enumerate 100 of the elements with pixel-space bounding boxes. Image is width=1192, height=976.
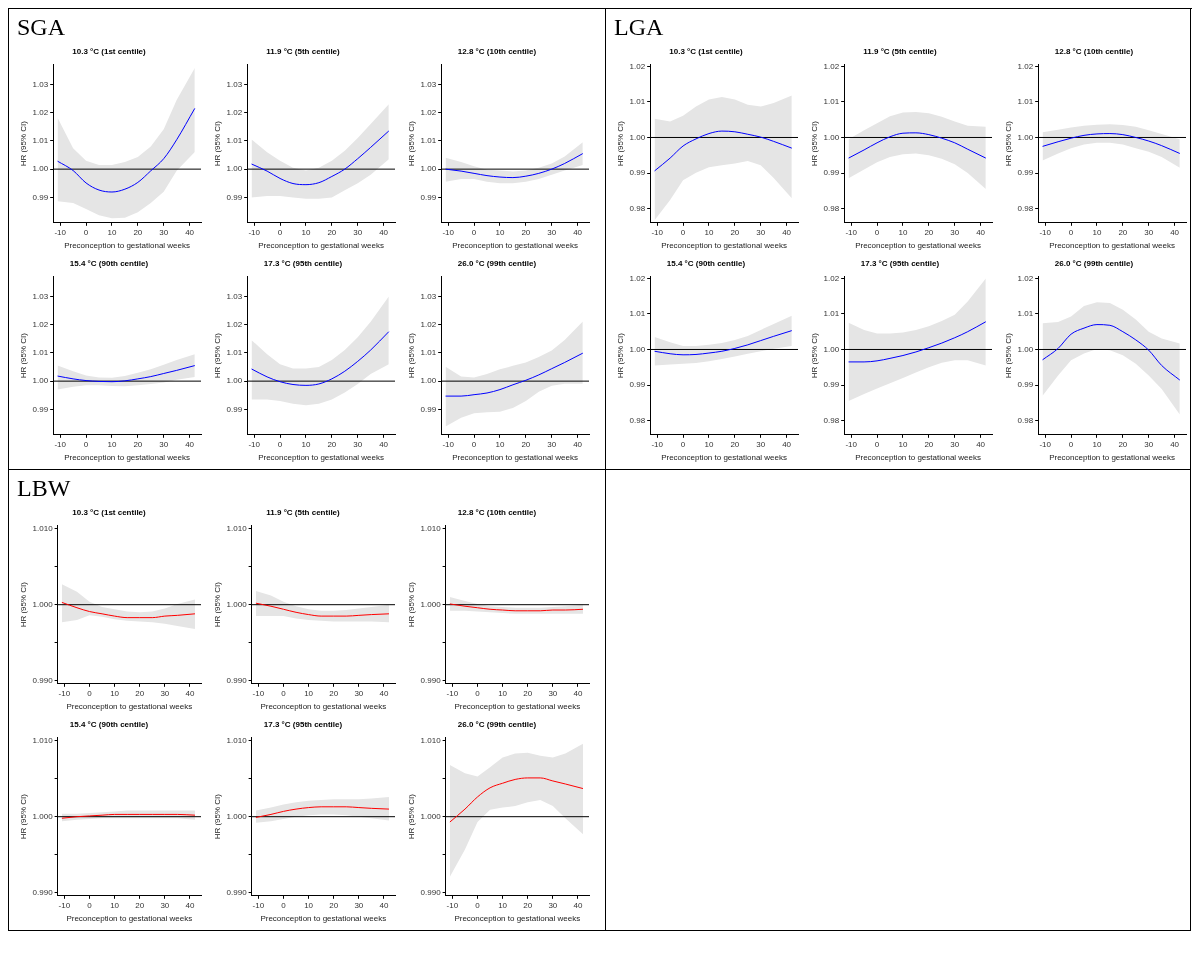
chart-title: 11.9 °C (5th centile) — [863, 47, 938, 56]
x-tick-label: 30 — [160, 688, 170, 698]
y-tick-label: 1.00 — [226, 164, 243, 174]
y-tick-label: 1.01 — [629, 309, 646, 319]
y-tick-label: 1.000 — [420, 599, 442, 609]
x-tick-label: -10 — [58, 688, 71, 698]
y-tick-label: 0.99 — [629, 168, 646, 178]
chart-title: 26.0 °C (99th centile) — [457, 259, 537, 268]
y-tick-label: 1.010 — [32, 735, 54, 745]
x-tick-label: 30 — [548, 688, 558, 698]
x-tick-label: 30 — [354, 688, 364, 698]
x-tick-label: -10 — [252, 900, 265, 910]
y-tick-label: 1.01 — [1017, 309, 1034, 319]
y-axis-title: HR (95% CI) — [213, 332, 222, 379]
y-tick-label: 0.99 — [1017, 168, 1034, 178]
x-tick-label: 30 — [547, 439, 557, 449]
x-tick-label: 40 — [379, 227, 389, 237]
y-tick-label: 1.01 — [32, 348, 49, 358]
y-tick-label: 1.01 — [420, 348, 437, 358]
x-tick-label: -10 — [446, 900, 459, 910]
x-axis-title: Preconception to gestational weeks — [454, 914, 581, 924]
chart-title: 17.3 °C (95th centile) — [263, 259, 343, 268]
chart-title: 26.0 °C (99th centile) — [1054, 259, 1134, 268]
y-tick-label: 0.98 — [629, 415, 646, 425]
x-tick-label: 20 — [521, 227, 531, 237]
x-tick-label: 40 — [976, 227, 986, 237]
y-tick-label: 1.02 — [226, 107, 243, 117]
x-axis-title: Preconception to gestational weeks — [452, 241, 579, 251]
x-tick-label: 0 — [471, 227, 477, 237]
y-axis-title: HR (95% CI) — [1004, 332, 1013, 379]
y-tick-label: 0.98 — [629, 203, 646, 213]
chart-title: 11.9 °C (5th centile) — [266, 47, 341, 56]
x-tick-label: 0 — [475, 688, 481, 698]
x-tick-label: 10 — [898, 439, 908, 449]
y-tick-label: 0.99 — [32, 192, 49, 202]
x-tick-label: 10 — [498, 900, 508, 910]
y-tick-label: 1.000 — [226, 811, 248, 821]
x-axis-title: Preconception to gestational weeks — [1049, 241, 1176, 251]
y-tick-label: 1.010 — [420, 523, 442, 533]
y-tick-label: 1.01 — [226, 348, 243, 358]
x-axis-title: Preconception to gestational weeks — [855, 241, 982, 251]
x-tick-label: 0 — [475, 900, 481, 910]
x-axis-title: Preconception to gestational weeks — [64, 241, 191, 251]
y-tick-label: 0.99 — [1017, 380, 1034, 390]
x-tick-label: 40 — [379, 688, 389, 698]
text: LGA — [614, 13, 665, 41]
text: SGA — [17, 13, 66, 41]
chart-title: 11.9 °C (5th centile) — [266, 508, 341, 517]
y-tick-label: 1.01 — [629, 97, 646, 107]
y-tick-label: 1.02 — [32, 107, 49, 117]
x-tick-label: 20 — [730, 227, 740, 237]
x-axis-title: Preconception to gestational weeks — [64, 453, 191, 463]
x-tick-label: 30 — [353, 227, 363, 237]
x-tick-label: 20 — [1118, 227, 1128, 237]
y-tick-label: 1.02 — [420, 319, 437, 329]
y-tick-label: 1.02 — [1017, 273, 1034, 283]
chart-title: 12.8 °C (10th centile) — [457, 47, 537, 56]
x-tick-label: 10 — [107, 439, 117, 449]
y-tick-label: 1.01 — [420, 136, 437, 146]
x-tick-label: -10 — [252, 688, 265, 698]
y-axis-title: HR (95% CI) — [810, 332, 819, 379]
x-axis-title: Preconception to gestational weeks — [661, 453, 788, 463]
y-tick-label: 1.00 — [1017, 344, 1034, 354]
y-tick-label: 1.03 — [32, 79, 49, 89]
x-tick-label: -10 — [845, 439, 858, 449]
x-tick-label: 0 — [277, 439, 283, 449]
y-tick-label: 0.99 — [629, 380, 646, 390]
x-tick-label: 0 — [87, 900, 93, 910]
y-tick-label: 1.00 — [629, 132, 646, 142]
x-tick-label: -10 — [442, 227, 455, 237]
x-tick-label: 30 — [353, 439, 363, 449]
y-tick-label: 1.01 — [32, 136, 49, 146]
x-tick-label: 30 — [950, 227, 960, 237]
y-tick-label: 0.99 — [226, 404, 243, 414]
y-tick-label: 0.98 — [1017, 203, 1034, 213]
y-tick-label: 1.01 — [226, 136, 243, 146]
x-tick-label: -10 — [54, 439, 67, 449]
x-tick-label: 20 — [521, 439, 531, 449]
x-tick-label: 0 — [1068, 439, 1074, 449]
x-tick-label: 0 — [471, 439, 477, 449]
x-tick-label: 40 — [782, 439, 792, 449]
x-tick-label: 20 — [924, 439, 934, 449]
y-tick-label: 1.010 — [32, 523, 54, 533]
y-tick-label: 1.010 — [226, 735, 248, 745]
y-tick-label: 0.99 — [420, 192, 437, 202]
x-tick-label: 10 — [498, 688, 508, 698]
x-axis-title: Preconception to gestational weeks — [260, 702, 387, 712]
x-tick-label: 40 — [1170, 439, 1180, 449]
x-tick-label: -10 — [248, 439, 261, 449]
y-tick-label: 1.01 — [1017, 97, 1034, 107]
y-axis-title: HR (95% CI) — [407, 120, 416, 167]
x-tick-label: 0 — [680, 439, 686, 449]
y-tick-label: 1.010 — [420, 735, 442, 745]
y-tick-label: 1.00 — [1017, 132, 1034, 142]
x-tick-label: 0 — [281, 688, 287, 698]
x-tick-label: 20 — [924, 227, 934, 237]
y-axis-title: HR (95% CI) — [213, 581, 222, 628]
x-tick-label: 40 — [379, 439, 389, 449]
y-tick-label: 0.990 — [226, 675, 248, 685]
y-tick-label: 0.990 — [32, 675, 54, 685]
